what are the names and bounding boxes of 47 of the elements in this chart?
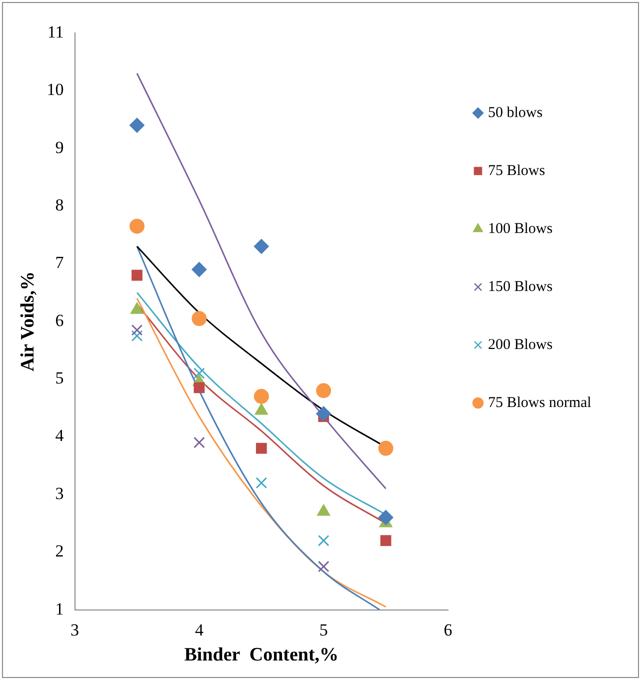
point	[194, 436, 205, 448]
y-tick-label: 7	[55, 253, 64, 272]
legend-label: 200 Blows	[488, 336, 553, 353]
point	[130, 218, 144, 234]
point	[194, 368, 205, 380]
point	[380, 535, 392, 546]
x-tick-label: 4	[194, 620, 204, 640]
legend-label: 75 Blows	[488, 162, 546, 179]
y-tick-label: 9	[55, 138, 64, 157]
point	[318, 534, 330, 546]
x-tick-label: 5	[319, 620, 328, 640]
x-tick-label: 6	[444, 620, 452, 640]
point	[132, 270, 142, 281]
y-tick-label: 10	[46, 80, 64, 100]
legend-label: 100 Blows	[488, 220, 553, 237]
point	[194, 382, 205, 394]
line-series	[136, 298, 387, 608]
y-tick-label: 2	[55, 542, 64, 561]
legend-label: 50 blows	[488, 104, 543, 121]
point	[256, 477, 268, 489]
point	[318, 560, 330, 572]
point	[378, 510, 394, 526]
y-tick-label: 5	[55, 368, 64, 388]
point	[192, 311, 207, 326]
y-tick-label: 11	[47, 22, 64, 42]
point	[378, 440, 394, 456]
y-tick-label: 4	[55, 426, 64, 446]
point	[192, 262, 207, 277]
point	[131, 330, 143, 342]
point	[254, 238, 269, 254]
x-tick-label: 3	[70, 620, 80, 640]
point	[130, 118, 144, 133]
legend-label: 150 Blows	[488, 278, 553, 295]
point	[131, 324, 143, 336]
point	[256, 442, 267, 454]
line-series	[136, 72, 387, 490]
point	[316, 383, 332, 398]
point	[316, 406, 332, 422]
legend-label: 75 Blows normal	[488, 394, 592, 411]
line-series	[136, 246, 380, 610]
y-tick-label: 1	[55, 599, 64, 618]
x-axis-title: Binder Content,%	[184, 644, 339, 666]
y-tick-label: 6	[55, 310, 64, 330]
point	[254, 388, 269, 404]
y-tick-label: 8	[55, 196, 64, 215]
y-tick-label: 3	[55, 484, 64, 503]
y-axis-title: Air Voids,%	[17, 271, 38, 372]
